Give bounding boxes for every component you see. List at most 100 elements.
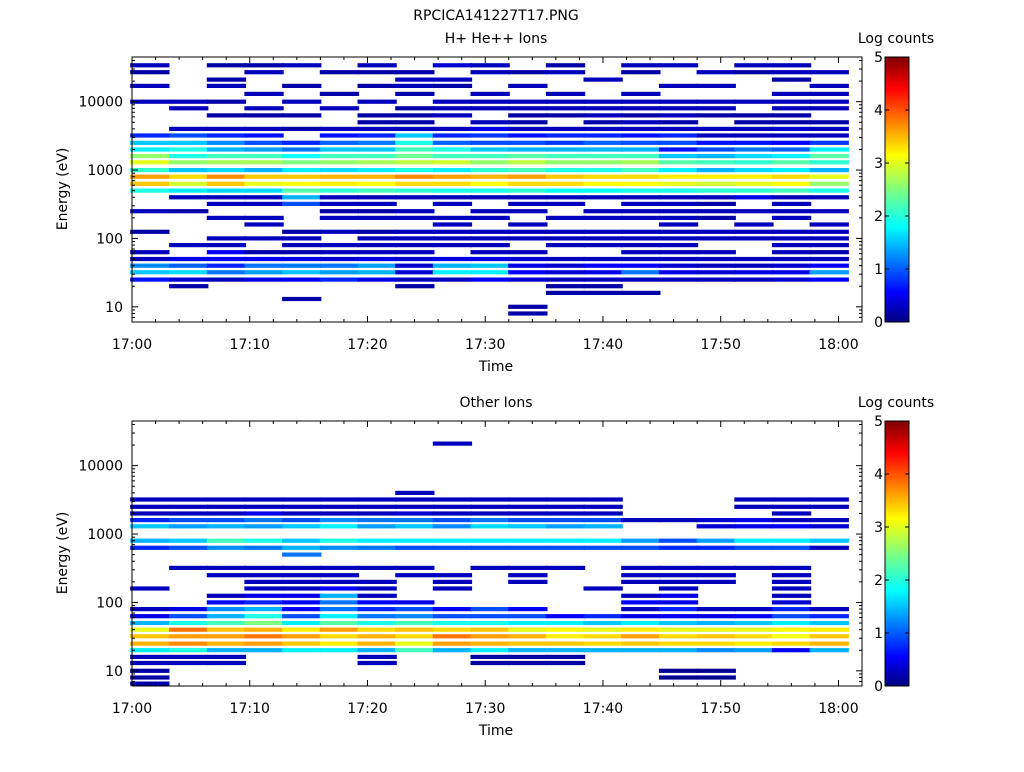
heatmap-cell	[658, 614, 699, 619]
colorbar-label: Log counts	[858, 31, 934, 47]
heatmap-cell	[545, 263, 586, 268]
heatmap-cell	[470, 250, 510, 255]
heatmap-cell	[809, 243, 849, 248]
heatmap-cell	[470, 620, 510, 626]
heatmap-cell	[244, 524, 284, 529]
heatmap-cell	[734, 99, 774, 104]
heatmap-cell	[395, 627, 435, 632]
heatmap-cell	[357, 195, 397, 200]
heatmap-cell	[206, 201, 247, 206]
heatmap-cell	[432, 160, 473, 165]
heatmap-cell	[130, 620, 170, 626]
heatmap-cell	[658, 593, 699, 598]
x-tick-label: 17:20	[347, 701, 387, 717]
heatmap-cell	[734, 229, 774, 234]
heatmap-cell	[130, 504, 170, 509]
heatmap-cell	[282, 140, 322, 145]
heatmap-cell	[734, 270, 774, 275]
heatmap-cell	[169, 160, 209, 165]
heatmap-cell	[734, 256, 774, 262]
heatmap-cell	[130, 607, 170, 612]
heatmap-cell	[734, 195, 774, 200]
heatmap-cell	[658, 573, 699, 578]
heatmap-cell	[771, 236, 812, 241]
heatmap-cell	[432, 168, 473, 173]
heatmap-cell	[508, 83, 548, 88]
heatmap-cell	[771, 188, 812, 193]
x-tick-label: 17:40	[583, 337, 623, 353]
heatmap-cell	[282, 648, 322, 653]
heatmap-cell	[809, 168, 849, 173]
heatmap-cell	[206, 504, 247, 509]
heatmap-cell	[696, 201, 736, 206]
heatmap-cell	[470, 504, 510, 509]
heatmap-cell	[508, 263, 548, 268]
heatmap-cell	[621, 195, 661, 200]
heatmap-cell	[432, 504, 473, 509]
heatmap-cell	[545, 113, 586, 118]
heatmap-cell	[696, 524, 736, 529]
heatmap-cell	[545, 277, 586, 282]
heatmap-cell	[395, 243, 435, 248]
heatmap-cell	[771, 504, 812, 509]
heatmap-cell	[357, 524, 397, 529]
heatmap-cell	[621, 634, 661, 639]
heatmap-cell	[395, 538, 435, 543]
heatmap-cell	[206, 250, 247, 255]
heatmap-cell	[244, 573, 284, 578]
heatmap-cell	[432, 270, 473, 275]
heatmap-cell	[282, 565, 322, 570]
heatmap-cell	[696, 188, 736, 193]
heatmap-cell	[809, 174, 849, 179]
heatmap-cell	[621, 607, 661, 612]
heatmap-cell	[545, 660, 586, 666]
y-tick-label: 10	[105, 300, 123, 316]
heatmap-cell	[583, 586, 623, 591]
heatmap-cell	[583, 99, 623, 104]
heatmap-cell	[771, 648, 812, 653]
heatmap-cell	[206, 620, 247, 626]
colorbar	[884, 420, 910, 687]
heatmap-cell	[621, 270, 661, 275]
heatmap-cell	[583, 160, 623, 165]
heatmap-cell	[357, 518, 397, 523]
heatmap-cell	[809, 91, 849, 96]
heatmap-cell	[470, 195, 510, 200]
heatmap-cell	[357, 140, 397, 145]
heatmap-cell	[545, 634, 586, 639]
heatmap-cell	[508, 160, 548, 165]
heatmap-cell	[583, 120, 623, 125]
heatmap-cell	[395, 524, 435, 529]
x-axis-label: Time	[478, 359, 513, 375]
heatmap-cell	[658, 586, 699, 591]
heatmap-cell	[696, 83, 736, 88]
heatmap-cell	[734, 641, 774, 646]
heatmap-cell	[206, 188, 247, 193]
heatmap-cell	[771, 627, 812, 632]
heatmap-cell	[282, 277, 322, 282]
heatmap-cell	[470, 607, 510, 612]
heatmap-cell	[508, 641, 548, 646]
heatmap-cell	[432, 511, 473, 516]
heatmap-cell	[696, 518, 736, 523]
heatmap-cell	[696, 70, 736, 75]
heatmap-cell	[282, 83, 322, 88]
heatmap-cell	[130, 586, 170, 591]
heatmap-cell	[658, 160, 699, 165]
heatmap-cell	[809, 99, 849, 104]
heatmap-cell	[319, 154, 360, 159]
heatmap-cell	[282, 168, 322, 173]
heatmap-cell	[130, 168, 170, 173]
heatmap-cell	[357, 201, 397, 206]
heatmap-cell	[357, 250, 397, 255]
heatmap-cell	[395, 77, 435, 82]
heatmap-cell	[583, 154, 623, 159]
heatmap-cell	[282, 545, 322, 550]
heatmap-cell	[583, 77, 623, 82]
heatmap-cell	[771, 277, 812, 282]
heatmap-cell	[319, 270, 360, 275]
heatmap-cell	[432, 106, 473, 111]
heatmap-cell	[319, 511, 360, 516]
heatmap-cell	[319, 126, 360, 131]
heatmap-cell	[169, 538, 209, 543]
